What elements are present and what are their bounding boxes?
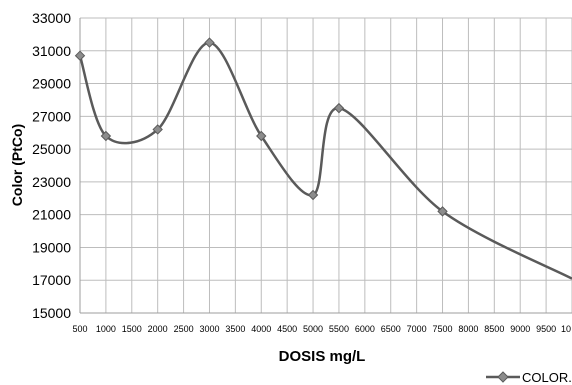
- x-tick-label: 9500: [536, 324, 556, 334]
- x-tick-label: 6500: [381, 324, 401, 334]
- y-tick-label: 23000: [32, 174, 71, 190]
- y-tick-label: 25000: [32, 141, 71, 157]
- y-tick-label: 15000: [32, 305, 71, 321]
- x-tick-label: 5500: [329, 324, 349, 334]
- data-point: [100, 130, 112, 142]
- data-point: [152, 124, 163, 135]
- x-tick-label: 2000: [148, 324, 168, 334]
- y-tick-label: 31000: [32, 43, 71, 59]
- data-point: [307, 189, 319, 201]
- x-tick-label: 2500: [174, 324, 194, 334]
- x-tick-label: 500: [72, 324, 87, 334]
- chart-legend: COLOR..: [486, 370, 572, 385]
- x-tick-label: 1000: [96, 324, 116, 334]
- y-tick-label: 33000: [32, 10, 71, 26]
- y-tick-label: 17000: [32, 272, 71, 288]
- x-tick-label: 5000: [303, 324, 323, 334]
- data-point: [74, 50, 86, 61]
- x-tick-label: 4500: [277, 324, 297, 334]
- y-tick-label: 27000: [32, 108, 71, 124]
- y-tick-label: 19000: [32, 239, 71, 255]
- chart-gridlines: [79, 17, 572, 314]
- x-tick-label: 6000: [355, 324, 375, 334]
- x-tick-label: 10: [561, 324, 571, 334]
- x-tick-label: 8500: [484, 324, 504, 334]
- plot-series: [74, 37, 572, 280]
- x-tick-label: 9000: [510, 324, 530, 334]
- x-tick-label: 3500: [225, 324, 245, 334]
- data-point: [333, 102, 345, 114]
- legend-label: COLOR..: [522, 370, 572, 385]
- x-tick-label: 1500: [122, 324, 142, 334]
- y-axis-title: Color (PtCo): [9, 124, 25, 206]
- data-point: [437, 206, 448, 217]
- y-axis-ticks: 15000 17000 19000 21000 23000 25000 27000 29000…: [32, 10, 71, 321]
- x-tick-label: 4000: [251, 324, 271, 334]
- data-point: [256, 130, 267, 142]
- x-tick-label: 3000: [199, 324, 219, 334]
- x-axis-title: DOSIS mg/L: [279, 348, 366, 365]
- data-point: [204, 37, 215, 48]
- y-tick-label: 21000: [32, 207, 71, 223]
- y-tick-label: 29000: [32, 76, 71, 92]
- series-line: [78, 41, 572, 280]
- x-tick-label: 7500: [433, 324, 453, 334]
- x-tick-label: 7000: [407, 324, 427, 334]
- legend-marker: [497, 371, 509, 383]
- x-tick-label: 8000: [458, 324, 478, 334]
- x-axis-ticks: 500 1000 1500 2000 2500 3000 3500 4000 4500 5000 5…: [72, 324, 571, 334]
